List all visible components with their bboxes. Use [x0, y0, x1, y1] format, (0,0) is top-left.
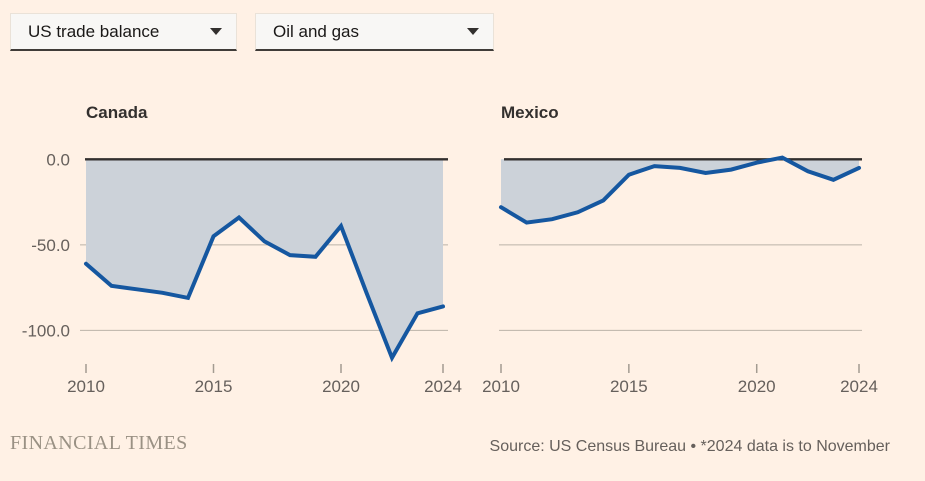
- mexico-x-tick-label: 2020: [738, 377, 776, 396]
- panel-canada: 2010 2015 2020 2024 0.0 -50.0 -100.0: [22, 150, 462, 396]
- panel-title-canada: Canada: [86, 103, 148, 122]
- canada-area: [86, 159, 443, 358]
- canada-x-tick-label: 2024: [424, 377, 462, 396]
- mexico-x-tick-label: 2015: [610, 377, 648, 396]
- category-dropdown-value: Oil and gas: [273, 21, 359, 41]
- canada-x-tick-label: 2020: [322, 377, 360, 396]
- canada-x-tick-label: 2015: [195, 377, 233, 396]
- canada-line: [84, 214, 445, 363]
- mexico-line: [499, 155, 861, 225]
- chevron-down-icon: [467, 28, 479, 35]
- source-note: Source: US Census Bureau • *2024 data is…: [489, 438, 890, 455]
- panel-mexico: 2010 2015 2020 2024: [482, 155, 878, 396]
- canada-x-tick-label: 2010: [67, 377, 105, 396]
- category-dropdown[interactable]: Oil and gas: [255, 13, 494, 51]
- ft-logo: FINANCIAL TIMES: [10, 432, 188, 454]
- metric-dropdown[interactable]: US trade balance: [10, 13, 237, 51]
- mexico-x-tick-label: 2010: [482, 377, 520, 396]
- mexico-area: [501, 157, 859, 223]
- chevron-down-icon: [210, 28, 222, 35]
- y-axis-label: -100.0: [22, 321, 70, 340]
- y-axis-label: -50.0: [31, 236, 70, 255]
- y-axis-label: 0.0: [46, 150, 70, 169]
- panel-title-mexico: Mexico: [501, 103, 559, 122]
- metric-dropdown-value: US trade balance: [28, 21, 160, 41]
- mexico-x-tick-label: 2024: [840, 377, 878, 396]
